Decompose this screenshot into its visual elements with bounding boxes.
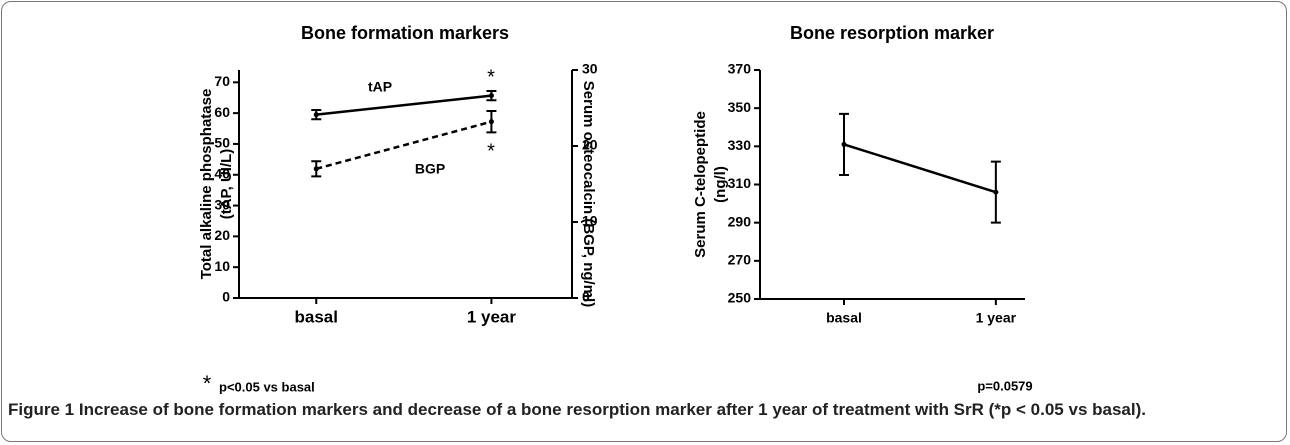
- data-point: [488, 119, 494, 125]
- y-tick-label: 270: [728, 252, 752, 268]
- annotation: tAP: [368, 79, 392, 95]
- caption-text: Increase of bone formation markers and d…: [78, 400, 1146, 419]
- y-tick-label: 40: [214, 165, 230, 181]
- y-tick-label: 370: [728, 61, 752, 77]
- series-line: [316, 94, 492, 116]
- y-tick-label: 250: [728, 290, 752, 306]
- y-tick-label: 20: [214, 227, 230, 243]
- figure: Bone formation markers 0 10 20 30 40 50 60 70 0 10…: [198, 23, 1033, 395]
- y-tick-label: 290: [728, 213, 752, 229]
- caption: Figure 1 Increase of bone formation mark…: [8, 399, 1278, 421]
- y-tick-label: 310: [728, 175, 752, 191]
- data-point: [313, 112, 319, 118]
- y2-tick-label: 0: [582, 289, 590, 305]
- y-tick-label: 350: [728, 99, 752, 115]
- y-tick-label: 70: [214, 73, 230, 89]
- annotation: BGP: [415, 161, 445, 177]
- annotation: p=0.0579: [977, 378, 1032, 393]
- y2-tick-label: 10: [582, 213, 598, 229]
- caption-label: Figure 1: [8, 400, 75, 419]
- y2-tick-label: 30: [582, 61, 598, 77]
- y-tick-label: 0: [222, 289, 230, 305]
- x-tick-label: 1 year: [467, 307, 517, 326]
- annotation: *: [487, 66, 495, 88]
- annotation: *: [487, 140, 495, 162]
- y-tick-label: 50: [214, 135, 230, 151]
- x-tick-label: basal: [295, 307, 338, 326]
- y2-tick-label: 20: [582, 137, 598, 153]
- y-axis-label: Serum C-telopeptide: [692, 111, 709, 258]
- y-axis-label: Total alkaline phosphatase: [198, 89, 215, 280]
- y-axis-label: (tAP, UI/L): [218, 149, 235, 220]
- x-tick-label: basal: [826, 310, 862, 326]
- y2-axis-label: Serum osteocalcin (BGP, ng/ml): [580, 81, 597, 307]
- series-line: [315, 120, 492, 171]
- data-point: [488, 93, 494, 99]
- chart-title: Bone formation markers: [301, 23, 509, 43]
- chart-title: Bone resorption marker: [790, 23, 994, 43]
- data-point: [841, 141, 847, 147]
- data-point: [993, 189, 999, 195]
- x-tick-label: 1 year: [976, 310, 1017, 326]
- y-tick-label: 330: [728, 137, 752, 153]
- y-tick-label: 60: [214, 104, 230, 120]
- y-tick-label: 10: [214, 258, 230, 274]
- data-point: [313, 166, 319, 172]
- y-axis-label: (ng/l): [712, 166, 729, 203]
- annotation: p<0.05 vs basal: [219, 379, 315, 394]
- y-tick-label: 30: [214, 196, 230, 212]
- annotation: *: [203, 371, 212, 395]
- series-line: [843, 143, 997, 194]
